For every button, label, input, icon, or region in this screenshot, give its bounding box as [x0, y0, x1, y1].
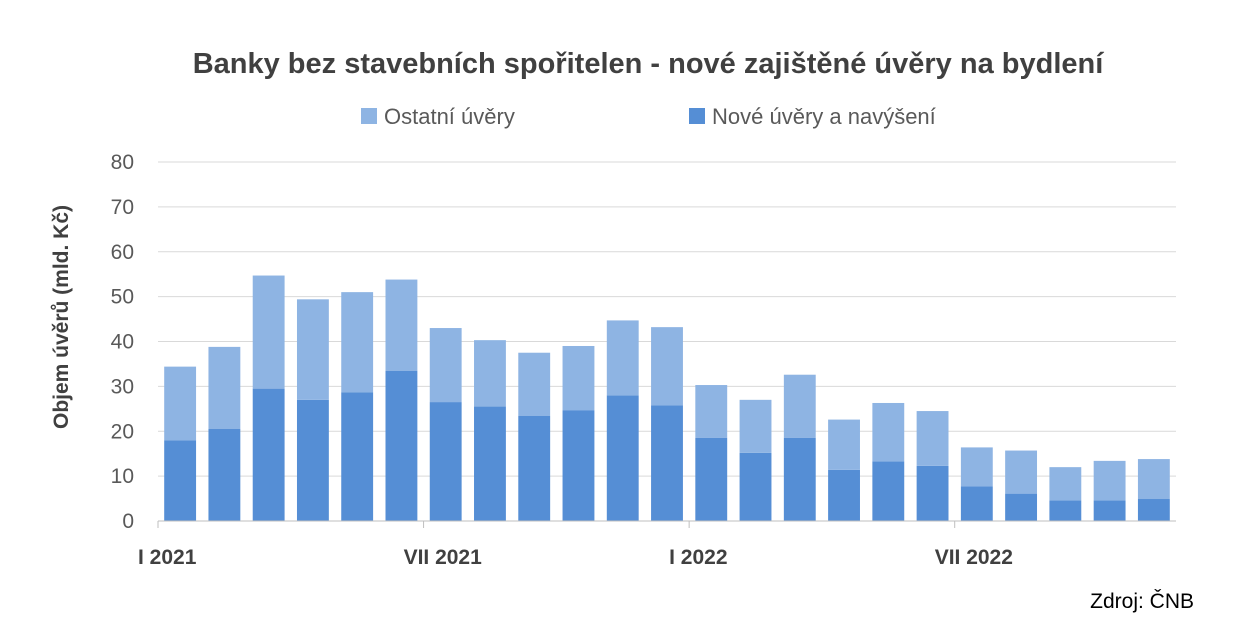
bar-ostatni-uvery	[1049, 467, 1082, 501]
bar-ostatni-uvery	[606, 320, 639, 396]
legend-swatch-ostatni	[361, 108, 377, 124]
legend-label-nove: Nové úvěry a navýšení	[712, 104, 936, 129]
bar-ostatni-uvery	[164, 366, 197, 441]
bar-ostatni-uvery	[1005, 450, 1038, 494]
x-axis: I 2021 VII 2021 I 2022 VII 2022	[138, 520, 1176, 569]
chart-title: Banky bez stavebních spořitelen - nové z…	[193, 48, 1105, 80]
legend: Ostatní úvěry Nové úvěry a navýšení	[361, 104, 936, 129]
bar-nove-uvery	[739, 452, 772, 521]
bar-nove-uvery	[651, 405, 683, 521]
bar-nove-uvery	[916, 465, 949, 521]
y-tick-label: 0	[122, 510, 134, 533]
bar-nove-uvery	[783, 437, 816, 521]
bar-ostatni-uvery	[783, 374, 816, 438]
bars	[164, 275, 1170, 521]
bar-ostatni-uvery	[341, 292, 374, 393]
bar-ostatni-uvery	[651, 327, 683, 406]
bar-ostatni-uvery	[562, 345, 595, 411]
bar-nove-uvery	[606, 395, 639, 521]
bar-nove-uvery	[695, 437, 728, 521]
y-tick-label: 50	[111, 286, 134, 309]
source-note: Zdroj: ČNB	[1090, 590, 1194, 613]
bar-nove-uvery	[429, 402, 462, 521]
bar-ostatni-uvery	[296, 299, 329, 400]
y-axis-ticks: 0 10 20 30 40 50 60 70 80	[111, 151, 134, 533]
bar-nove-uvery	[828, 469, 860, 521]
x-tick-label: I 2021	[138, 546, 197, 569]
bar-nove-uvery	[1093, 500, 1126, 521]
bar-nove-uvery	[518, 415, 551, 521]
bar-ostatni-uvery	[429, 328, 462, 403]
bar-nove-uvery	[385, 370, 418, 521]
legend-swatch-nove	[689, 108, 705, 124]
bar-ostatni-uvery	[695, 385, 728, 438]
x-tick-label: VII 2022	[935, 546, 1013, 569]
y-tick-label: 40	[111, 331, 134, 354]
bar-ostatni-uvery	[252, 275, 285, 389]
y-axis-label: Objem úvěrů (mld. Kč)	[50, 205, 73, 429]
y-tick-label: 60	[111, 241, 134, 264]
bar-nove-uvery	[208, 429, 241, 521]
x-tick-label: VII 2021	[404, 546, 483, 569]
bar-ostatni-uvery	[385, 279, 418, 371]
y-tick-label: 80	[111, 151, 134, 174]
bar-ostatni-uvery	[916, 411, 949, 466]
bar-ostatni-uvery	[828, 419, 860, 470]
bar-ostatni-uvery	[474, 340, 506, 407]
bar-nove-uvery	[296, 399, 329, 521]
y-tick-label: 70	[111, 196, 134, 219]
x-tick-label: I 2022	[669, 546, 727, 569]
bar-nove-uvery	[1005, 493, 1038, 521]
bar-nove-uvery	[252, 388, 285, 521]
bar-nove-uvery	[164, 440, 197, 521]
bar-nove-uvery	[1137, 499, 1170, 521]
bar-ostatni-uvery	[208, 346, 241, 430]
y-tick-label: 20	[111, 420, 134, 443]
legend-label-ostatni: Ostatní úvěry	[384, 104, 515, 129]
bar-nove-uvery	[474, 406, 506, 521]
bar-ostatni-uvery	[872, 402, 905, 462]
bar-ostatni-uvery	[960, 447, 993, 487]
bar-nove-uvery	[1049, 500, 1082, 521]
bar-ostatni-uvery	[1137, 459, 1170, 500]
bar-ostatni-uvery	[518, 352, 551, 416]
y-tick-label: 10	[111, 465, 134, 488]
y-tick-label: 30	[111, 375, 134, 398]
bar-ostatni-uvery	[739, 399, 772, 453]
bar-nove-uvery	[341, 392, 374, 521]
bar-nove-uvery	[960, 486, 993, 521]
bar-nove-uvery	[872, 461, 905, 521]
bar-nove-uvery	[562, 410, 595, 521]
bar-ostatni-uvery	[1093, 460, 1126, 501]
